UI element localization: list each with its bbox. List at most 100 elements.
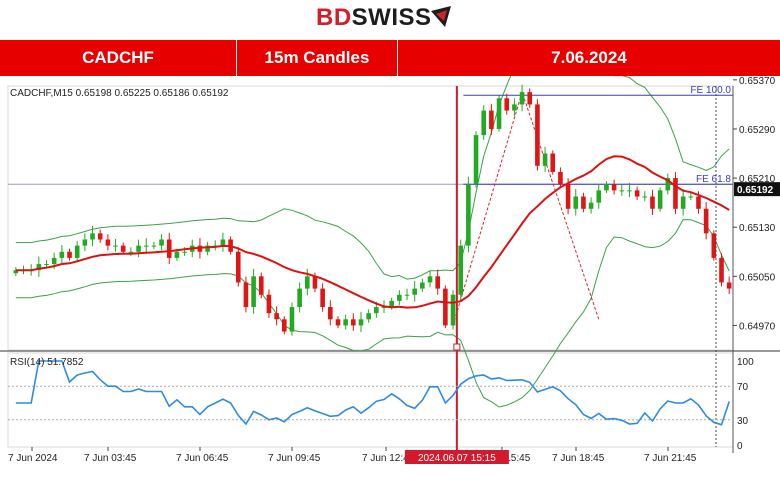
candle bbox=[159, 234, 164, 251]
x-tick-label: 7 Jun 06:45 bbox=[176, 453, 229, 464]
candle bbox=[67, 248, 72, 261]
candle bbox=[212, 240, 218, 251]
candle-body bbox=[90, 233, 95, 240]
candle bbox=[726, 276, 732, 295]
candle bbox=[450, 290, 456, 330]
candle bbox=[703, 202, 709, 240]
candle bbox=[281, 316, 287, 335]
candle-body bbox=[113, 245, 118, 247]
candle-body bbox=[151, 245, 157, 247]
candle-body bbox=[251, 276, 256, 308]
candle-body bbox=[542, 153, 548, 166]
current-price-tag bbox=[734, 182, 780, 197]
candle bbox=[535, 99, 540, 171]
y-tick-label: 0.65210 bbox=[739, 174, 776, 185]
rsi-tick-label: 100 bbox=[737, 357, 754, 368]
candle bbox=[596, 183, 602, 209]
candle-body bbox=[328, 307, 333, 320]
candle-body bbox=[565, 184, 571, 209]
candle bbox=[328, 300, 333, 326]
candle bbox=[97, 229, 103, 243]
candle bbox=[166, 232, 172, 264]
candle-body bbox=[504, 98, 510, 111]
candle bbox=[235, 247, 241, 287]
y-tick-label: 0.65370 bbox=[739, 76, 776, 87]
candle bbox=[611, 179, 617, 195]
fib-expansion-path bbox=[452, 90, 600, 326]
candle-body bbox=[581, 196, 586, 209]
candle bbox=[558, 167, 563, 189]
candle-body bbox=[473, 135, 479, 185]
candle bbox=[581, 192, 586, 213]
candle-body bbox=[351, 319, 356, 326]
candle-body bbox=[366, 313, 371, 320]
y-tick-label: 0.65290 bbox=[739, 125, 776, 136]
candle-body bbox=[573, 196, 579, 209]
candle bbox=[320, 283, 325, 312]
candle bbox=[573, 189, 579, 216]
time-marker-handle bbox=[453, 343, 461, 351]
candle bbox=[366, 309, 371, 323]
candle bbox=[466, 176, 471, 253]
candle-body bbox=[182, 251, 187, 253]
candle bbox=[504, 93, 510, 115]
candle-body bbox=[680, 196, 686, 209]
candle bbox=[443, 285, 448, 329]
candle bbox=[205, 241, 210, 256]
fib-level-label: FE 61.8 bbox=[696, 174, 731, 185]
header-bar: CADCHF 15m Candles 7.06.2024 bbox=[0, 40, 780, 76]
candle-body bbox=[67, 251, 72, 258]
rsi-line bbox=[15, 360, 730, 426]
candle-body bbox=[82, 239, 88, 246]
candle-body bbox=[458, 245, 464, 295]
candle-body bbox=[657, 190, 663, 209]
candle-body bbox=[281, 319, 287, 332]
candle-body bbox=[174, 251, 180, 258]
candle-body bbox=[397, 294, 402, 301]
candle-body bbox=[642, 196, 648, 198]
date-label: 7.06.2024 bbox=[551, 48, 627, 67]
candle bbox=[36, 256, 42, 277]
candle bbox=[358, 311, 364, 333]
candle-body bbox=[604, 184, 609, 191]
candle bbox=[420, 278, 425, 293]
candle-body bbox=[59, 251, 65, 258]
brand-arrow-icon bbox=[431, 6, 451, 27]
candle-body bbox=[320, 288, 325, 308]
candle bbox=[427, 271, 433, 288]
candle bbox=[473, 131, 479, 188]
candle-body bbox=[650, 196, 655, 209]
x-tick-label: 7 Jun 12:45 bbox=[362, 453, 415, 464]
candle-body bbox=[266, 294, 272, 314]
rsi-tick-label: 0 bbox=[737, 441, 743, 452]
candle-body bbox=[335, 319, 341, 326]
candle bbox=[673, 172, 678, 215]
candle bbox=[711, 230, 717, 261]
candle-body bbox=[443, 288, 448, 326]
brand-logo: BDSWISS bbox=[0, 0, 780, 38]
candle-body bbox=[673, 178, 678, 209]
candle-body bbox=[481, 110, 487, 136]
y-tick-label: 0.65050 bbox=[739, 272, 776, 283]
candle-body bbox=[51, 257, 57, 265]
candle-body bbox=[243, 282, 249, 308]
candle bbox=[143, 238, 149, 253]
candle-body bbox=[703, 208, 709, 234]
rsi-tick-label: 70 bbox=[737, 382, 749, 393]
candle bbox=[220, 232, 226, 252]
candle bbox=[604, 181, 609, 194]
price-chart[interactable]: FE 100.0 FE 61.8 CADCHF,M15 0.65198 0.6522… bbox=[0, 29, 780, 477]
candle-body bbox=[220, 239, 226, 246]
candle bbox=[404, 288, 410, 301]
candle bbox=[90, 225, 95, 247]
candle-body bbox=[159, 239, 164, 246]
candle bbox=[343, 314, 348, 330]
marker-time-tag bbox=[404, 450, 509, 464]
candle-body bbox=[74, 245, 80, 258]
candle-body bbox=[711, 233, 717, 258]
y-tick-label: 0.64970 bbox=[739, 321, 776, 332]
candle bbox=[512, 98, 517, 116]
candle bbox=[489, 103, 494, 136]
moving-average-line bbox=[15, 155, 730, 309]
candle bbox=[13, 267, 19, 277]
